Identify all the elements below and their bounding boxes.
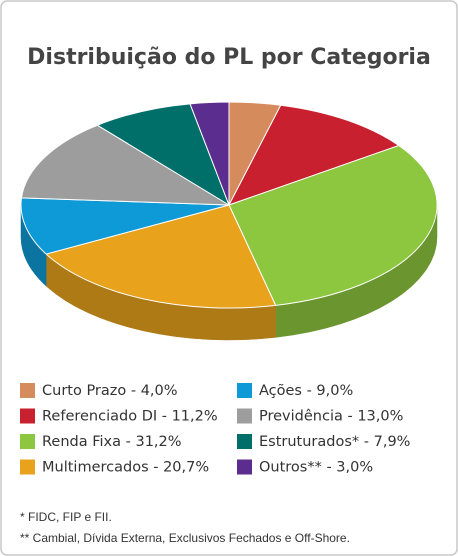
slice-top xyxy=(45,204,277,309)
legend-label: Estruturados* - 7,9% xyxy=(259,434,410,450)
legend-swatch xyxy=(20,408,35,424)
legend-label: Referenciado DI - 11,2% xyxy=(42,409,218,425)
legend-label: Previdência - 13,0% xyxy=(259,409,403,425)
legend-label: Ações - 9,0% xyxy=(259,383,353,399)
pie-slice xyxy=(20,124,231,206)
slice-top xyxy=(189,101,230,206)
legend-label: Renda Fixa - 31,2% xyxy=(42,434,182,450)
legend-swatch xyxy=(20,383,35,398)
slice-top xyxy=(227,104,400,206)
slice-top xyxy=(20,197,230,255)
legend-swatch xyxy=(237,459,252,475)
note: ** Cambial, Dívida Externa, Exclusivos F… xyxy=(20,531,350,545)
pie-slice xyxy=(20,197,230,287)
slice-top xyxy=(228,144,438,306)
chart-title: Distribuição do PL por Categoria xyxy=(27,45,431,70)
pie-slice xyxy=(227,104,400,206)
legend-label: Multimercados - 20,7% xyxy=(42,460,209,476)
legend-swatch xyxy=(237,434,252,449)
legend-swatch xyxy=(237,383,252,398)
note: * FIDC, FIP e FII. xyxy=(20,510,112,524)
legend-label: Outros** - 3,0% xyxy=(259,460,373,476)
slice-top xyxy=(96,103,230,207)
legend-label: Curto Prazo - 4,0% xyxy=(42,383,178,399)
legend-swatch xyxy=(20,459,35,475)
pie-slice xyxy=(96,103,230,207)
legend-swatch xyxy=(20,434,35,449)
pie-slice xyxy=(189,101,230,206)
legend-swatch xyxy=(237,408,252,424)
slice-top xyxy=(20,124,231,206)
